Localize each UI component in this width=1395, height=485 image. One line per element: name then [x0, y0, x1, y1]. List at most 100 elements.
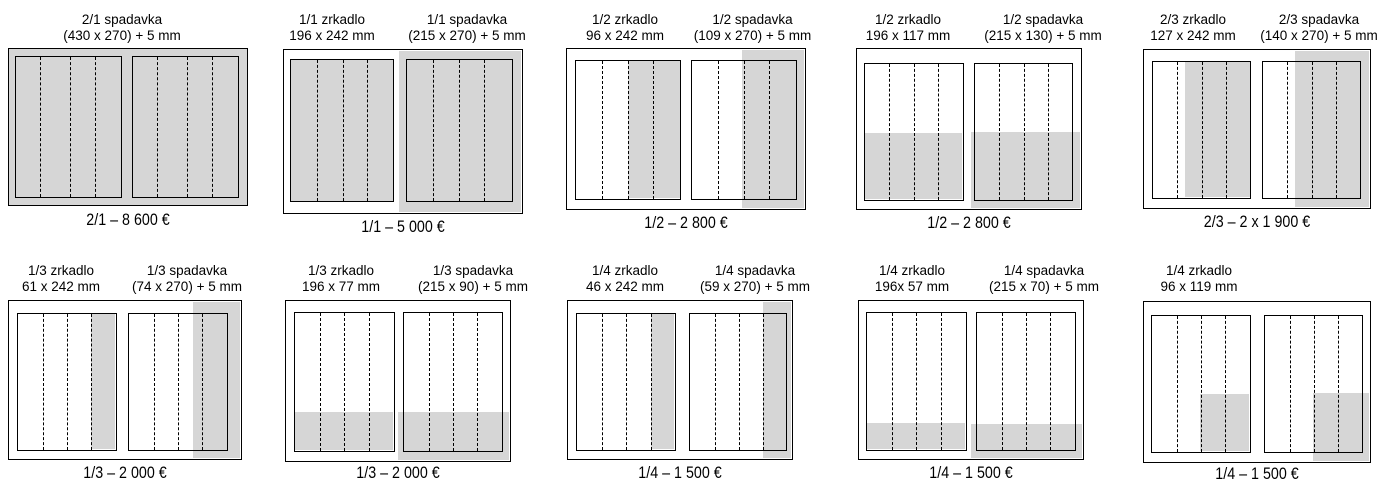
ad-1-2-bleed-title: 1/2 spadavka (109 x 270) + 5 mm — [693, 12, 812, 43]
column-guide — [763, 314, 764, 450]
page-left — [17, 313, 117, 451]
bleed-area — [971, 132, 1080, 208]
bleed-area — [399, 51, 521, 212]
column-guide — [1338, 316, 1339, 452]
column-guide — [628, 61, 629, 199]
price-1-4-horizontal: 1/4 – 1 500 € — [929, 463, 1013, 482]
ad-area — [865, 133, 962, 199]
ad-1-2-mirror-title: 1/2 zrkadlo 96 x 242 mm — [585, 12, 665, 43]
column-guide — [1225, 316, 1226, 452]
column-guide — [1048, 64, 1049, 200]
column-guide — [653, 61, 654, 199]
page-right — [403, 312, 503, 452]
ad-1-1-mirror-title: 1/1 zrkadlo 196 x 242 mm — [289, 12, 375, 43]
column-guide — [70, 57, 71, 197]
column-guide — [369, 313, 370, 451]
bleed-area — [8, 48, 248, 206]
column-guide — [1177, 316, 1178, 452]
ad-area — [91, 314, 115, 449]
ad-1-4-box-title: 1/4 zrkadlo 96 x 119 mm — [1160, 263, 1238, 294]
column-guide — [744, 61, 745, 199]
page-right — [1262, 61, 1361, 199]
column-guide — [187, 57, 188, 197]
column-guide — [67, 314, 68, 450]
ad-1-2h-mirror-title: 1/2 zrkadlo 196 x 117 mm — [865, 12, 951, 43]
column-guide — [477, 313, 478, 451]
ad-area — [628, 61, 680, 198]
column-guide — [1024, 64, 1025, 200]
column-guide — [202, 314, 203, 450]
column-guide — [1226, 62, 1227, 198]
ad-1-1-bleed-title: 1/1 spadavka (215 x 270) + 5 mm — [408, 12, 526, 43]
column-guide — [941, 313, 942, 450]
ad-2-1-title: 2/1 spadavka (430 x 270) + 5 mm — [63, 12, 181, 43]
column-guide — [1177, 62, 1178, 198]
spread-diagram-1-4 — [567, 300, 793, 460]
column-guide — [344, 313, 345, 451]
ad-2-3-bleed-title: 2/3 spadavka (140 x 270) + 5 mm — [1260, 12, 1378, 43]
column-guide — [999, 64, 1000, 200]
page-right — [689, 313, 787, 451]
bleed-area — [742, 50, 804, 208]
spread-diagram-1-1 — [283, 49, 523, 214]
price-1-1: 1/1 – 5 000 € — [361, 217, 445, 236]
price-2-3: 2/3 – 2 x 1 900 € — [1203, 212, 1311, 231]
column-guide — [715, 314, 716, 450]
column-guide — [1336, 62, 1337, 198]
page-right — [1264, 315, 1363, 453]
page-left — [864, 63, 964, 201]
ad-1-3-bleed-title: 1/3 spadavka (74 x 270) + 5 mm — [132, 263, 242, 294]
column-guide — [602, 314, 603, 450]
page-right — [691, 60, 797, 200]
page-left — [294, 312, 395, 452]
column-guide — [892, 313, 893, 450]
page-left — [1151, 315, 1251, 453]
column-guide — [739, 314, 740, 450]
column-guide — [157, 57, 158, 197]
column-guide — [626, 314, 627, 450]
page-left — [576, 313, 676, 451]
ad-1-3h-mirror-title: 1/3 zrkadlo 196 x 77 mm — [301, 263, 381, 294]
column-guide — [1002, 313, 1003, 450]
spread-diagram-1-3 — [8, 300, 242, 460]
column-guide — [769, 61, 770, 199]
column-guide — [154, 314, 155, 450]
column-guide — [429, 313, 430, 451]
price-1-3-horizontal: 1/3 – 2 000 € — [356, 463, 440, 482]
column-guide — [1202, 62, 1203, 198]
column-guide — [1314, 316, 1315, 452]
spread-diagram-2-3 — [1143, 49, 1371, 209]
ad-area — [1185, 62, 1250, 197]
page-left — [15, 56, 122, 198]
column-guide — [178, 314, 179, 450]
price-1-2: 1/2 – 2 800 € — [644, 213, 728, 232]
spread-diagram-1-3-horizontal — [285, 300, 511, 462]
spread-diagram-1-2 — [566, 48, 806, 210]
column-guide — [367, 60, 368, 201]
page-right — [128, 313, 228, 451]
price-1-3: 1/3 – 2 000 € — [83, 463, 167, 482]
column-guide — [453, 313, 454, 451]
column-guide — [317, 60, 318, 201]
column-guide — [212, 57, 213, 197]
ad-1-4h-bleed-title: 1/4 spadavka (215 x 70) + 5 mm — [989, 263, 1099, 294]
price-1-4-box: 1/4 – 1 500 € — [1215, 464, 1299, 483]
column-guide — [1201, 316, 1202, 452]
column-guide — [938, 64, 939, 200]
page-right — [976, 312, 1076, 451]
ad-1-4-mirror-title: 1/4 zrkadlo 46 x 242 mm — [585, 263, 665, 294]
price-1-4: 1/4 – 1 500 € — [638, 463, 722, 482]
price-2-1: 2/1 – 8 600 € — [86, 210, 170, 229]
column-guide — [320, 313, 321, 451]
column-guide — [1287, 62, 1288, 198]
ad-area — [651, 314, 674, 449]
bleed-area — [1313, 393, 1369, 461]
spread-diagram-2-1 — [8, 48, 248, 206]
bleed-area — [193, 302, 240, 458]
column-guide — [916, 313, 917, 450]
ad-1-4-bleed-title: 1/4 spadavka (59 x 270) + 5 mm — [700, 263, 810, 294]
column-guide — [889, 64, 890, 200]
column-guide — [1026, 313, 1027, 450]
page-right — [974, 63, 1073, 201]
column-guide — [718, 61, 719, 199]
